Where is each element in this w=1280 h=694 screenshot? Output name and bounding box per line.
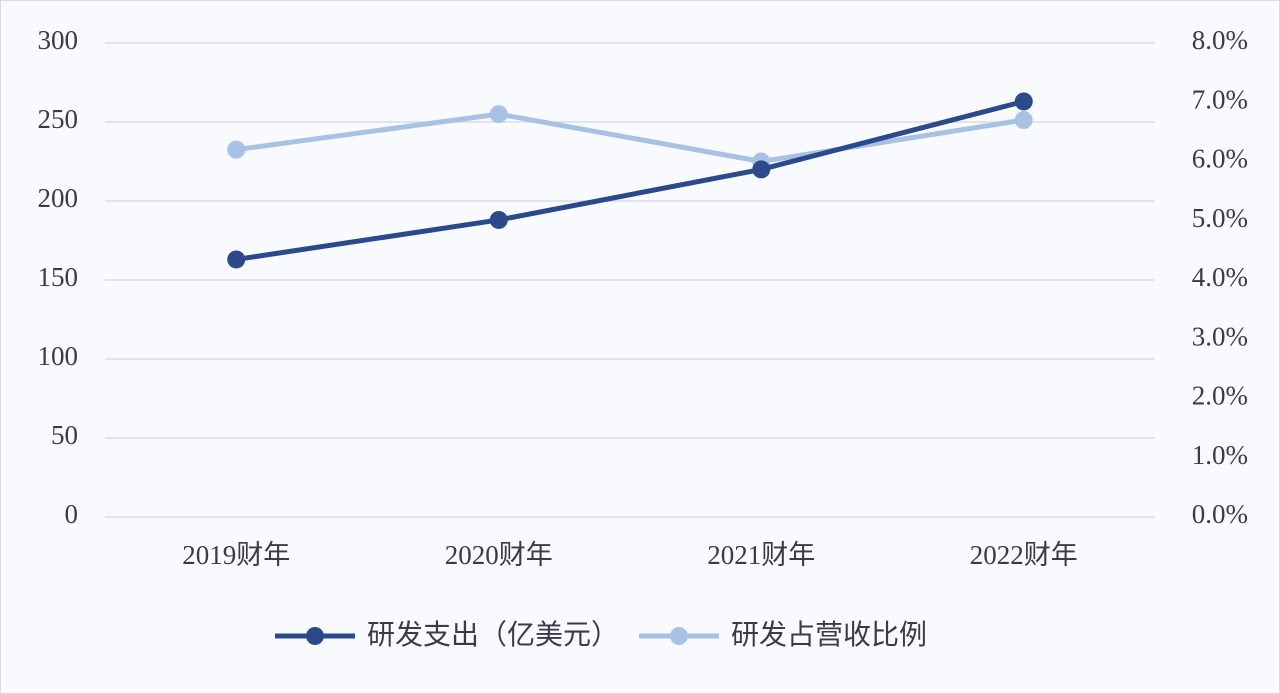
series-marker (1014, 92, 1033, 111)
y2-tick-label: 4.0% (1192, 262, 1248, 292)
y2-tick-label: 6.0% (1192, 144, 1248, 174)
legend-marker (670, 627, 689, 645)
x-tick-label: 2020财年 (445, 540, 553, 570)
y-tick-label: 200 (38, 183, 79, 213)
series-marker (227, 140, 246, 159)
y-tick-label: 50 (51, 420, 78, 450)
y-tick-label: 300 (38, 25, 79, 55)
series-marker (489, 105, 508, 124)
series-marker (227, 250, 246, 269)
legend-marker (306, 627, 324, 645)
y-tick-label: 250 (38, 104, 79, 134)
y2-tick-label: 2.0% (1192, 381, 1248, 411)
legend-label: 研发占营收比例 (731, 618, 927, 651)
series-marker (752, 160, 771, 179)
legend-label: 研发支出（亿美元） (367, 618, 619, 651)
x-tick-label: 2019财年 (182, 540, 290, 570)
series-line (235, 111, 1025, 164)
series-marker (489, 210, 508, 229)
y2-tick-label: 8.0% (1192, 25, 1248, 55)
y2-tick-label: 1.0% (1192, 440, 1248, 470)
series-line (235, 99, 1025, 262)
x-tick-label: 2022财年 (970, 540, 1078, 570)
y-tick-label: 150 (38, 262, 79, 292)
y-tick-label: 0 (65, 499, 79, 529)
y2-tick-label: 7.0% (1192, 84, 1248, 114)
y2-tick-label: 5.0% (1192, 203, 1248, 233)
y2-tick-label: 3.0% (1192, 321, 1248, 351)
y-tick-label: 100 (38, 341, 79, 371)
series-marker (1014, 111, 1033, 130)
x-tick-label: 2021财年 (707, 540, 815, 570)
y2-tick-label: 0.0% (1192, 499, 1248, 529)
